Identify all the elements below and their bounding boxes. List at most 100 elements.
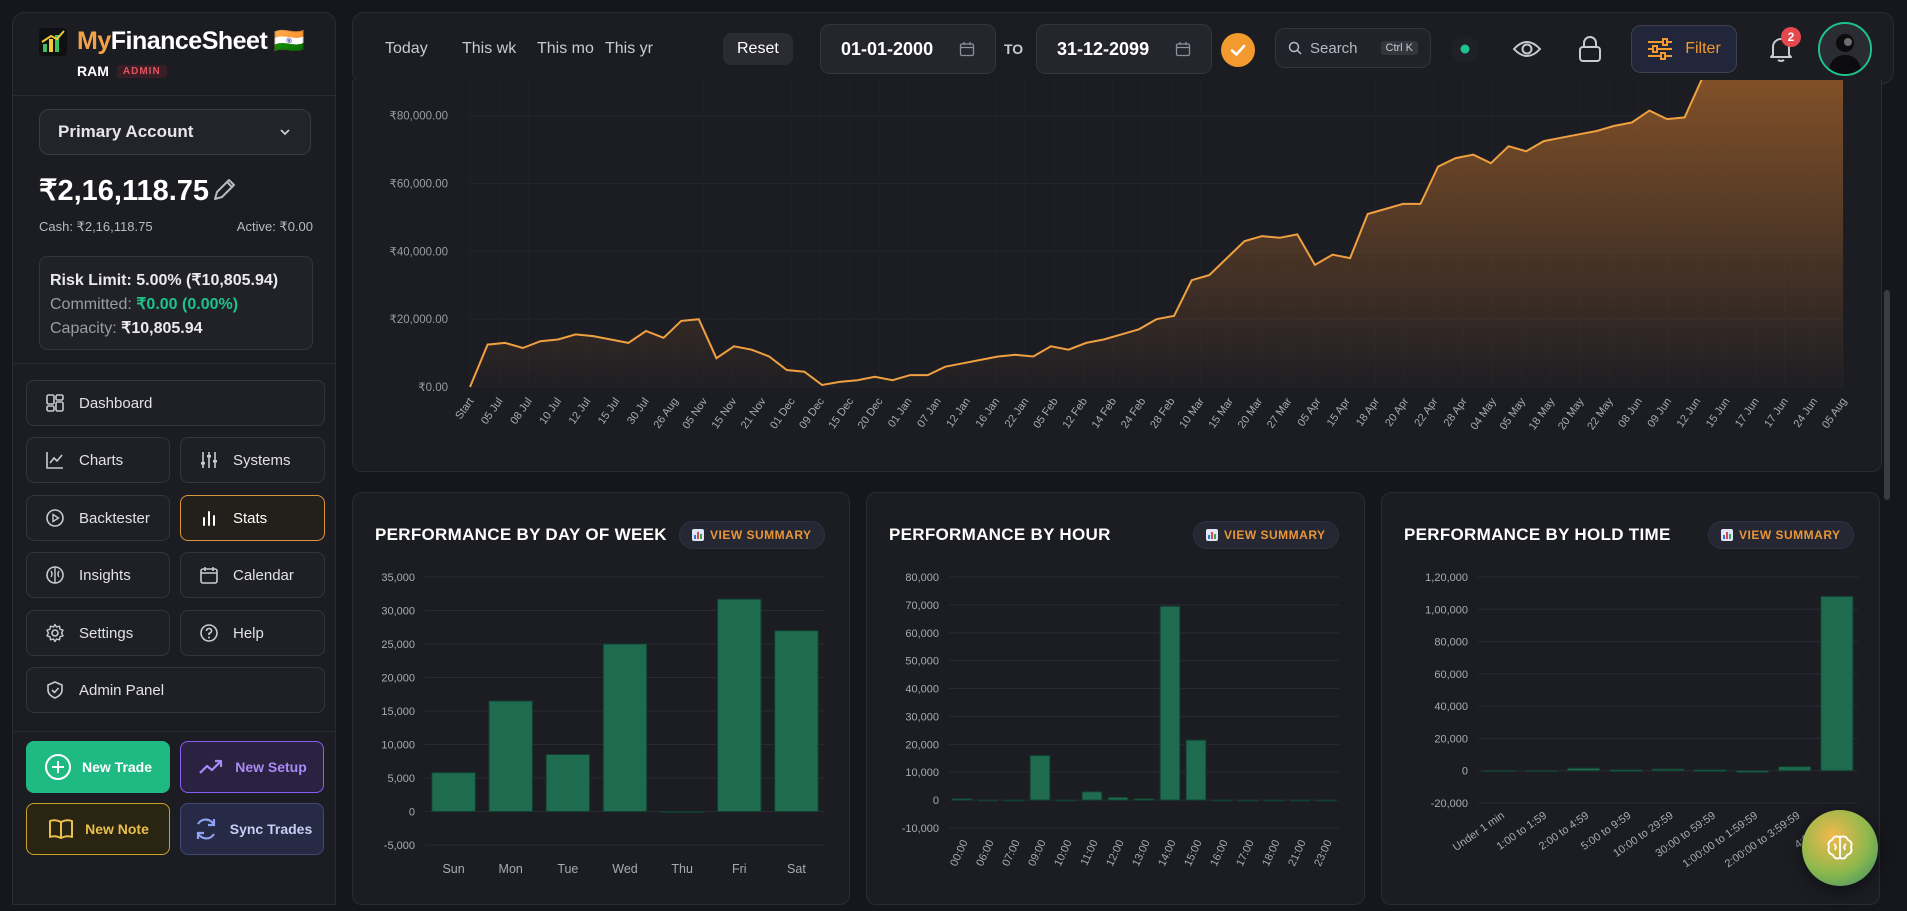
dow-x-tick: Tue bbox=[557, 862, 578, 876]
filter-this-month[interactable]: This mo bbox=[537, 40, 594, 57]
hold-bar bbox=[1735, 770, 1769, 773]
risk-limit: Risk Limit: 5.00% (₹10,805.94) bbox=[50, 272, 279, 289]
dow-panel: PERFORMANCE BY DAY OF WEEK VIEW SUMMARY … bbox=[352, 492, 850, 905]
dow-view-summary-button[interactable]: VIEW SUMMARY bbox=[679, 521, 825, 549]
hour-y-tick: 70,000 bbox=[905, 600, 939, 612]
equity-x-tick: 20 May bbox=[1556, 395, 1587, 432]
equity-x-tick: 14 Feb bbox=[1090, 396, 1119, 431]
apply-date-button[interactable] bbox=[1221, 33, 1255, 67]
filter-button[interactable]: Filter bbox=[1631, 25, 1737, 73]
sync-trades-button[interactable]: Sync Trades bbox=[180, 803, 324, 855]
equity-x-tick: 27 Mar bbox=[1265, 396, 1295, 431]
avatar[interactable] bbox=[1818, 22, 1872, 76]
hold-y-tick: 0 bbox=[1462, 766, 1468, 778]
equity-x-tick: 15 Nov bbox=[710, 395, 740, 431]
hold-bar bbox=[1567, 767, 1601, 772]
status-dot-icon bbox=[1451, 35, 1479, 63]
status-indicator bbox=[1447, 31, 1483, 67]
equity-x-tick: 05 Nov bbox=[680, 395, 710, 431]
trending-up-icon bbox=[199, 759, 223, 774]
equity-x-tick: 12 Jan bbox=[944, 396, 973, 430]
hold-y-tick: 1,20,000 bbox=[1425, 572, 1468, 584]
page-scrollbar[interactable] bbox=[1884, 290, 1890, 500]
nav-systems[interactable]: Systems bbox=[180, 437, 325, 483]
notifications-button[interactable]: 2 bbox=[1763, 27, 1801, 67]
hour-x-tick: 23:00 bbox=[1312, 838, 1335, 868]
date-to-input[interactable]: 31-12-2099 bbox=[1036, 24, 1212, 74]
help-icon bbox=[200, 624, 218, 642]
dow-x-tick: Sat bbox=[787, 862, 806, 876]
nav-settings[interactable]: Settings bbox=[26, 610, 170, 656]
dow-y-tick: 35,000 bbox=[381, 572, 415, 584]
nav-charts[interactable]: Charts bbox=[26, 437, 170, 483]
new-setup-button[interactable]: New Setup bbox=[180, 741, 324, 793]
hold-y-tick: 40,000 bbox=[1434, 701, 1468, 713]
top-bar: Today This wk This mo This yr Reset 01-0… bbox=[352, 12, 1894, 84]
hour-bar bbox=[1029, 754, 1051, 801]
lock-button[interactable] bbox=[1572, 31, 1608, 67]
logo-icon bbox=[39, 27, 67, 56]
equity-x-tick: 05 Aug bbox=[1820, 396, 1849, 431]
lock-icon bbox=[1579, 36, 1601, 62]
hour-x-tick: 15:00 bbox=[1182, 838, 1205, 868]
ai-assistant-button[interactable] bbox=[1802, 810, 1878, 886]
equity-y-tick: ₹60,000.00 bbox=[390, 179, 448, 191]
equity-x-tick: 15 Dec bbox=[826, 395, 856, 431]
account-balance: ₹2,16,118.75 bbox=[39, 175, 210, 207]
eye-icon bbox=[1512, 41, 1542, 57]
hour-x-tick: 18:00 bbox=[1260, 838, 1283, 868]
new-note-button[interactable]: New Note bbox=[26, 803, 170, 855]
hour-y-tick: 80,000 bbox=[905, 572, 939, 584]
chart-emoji-icon bbox=[692, 529, 704, 541]
nav-stats-label: Stats bbox=[233, 509, 268, 527]
new-trade-button[interactable]: New Trade bbox=[26, 741, 170, 793]
hold-title: PERFORMANCE BY HOLD TIME bbox=[1404, 525, 1671, 544]
plus-circle-icon bbox=[44, 754, 71, 780]
hour-view-summary-button[interactable]: VIEW SUMMARY bbox=[1193, 521, 1339, 549]
hold-view-summary-button[interactable]: VIEW SUMMARY bbox=[1708, 521, 1854, 549]
hold-bar bbox=[1524, 770, 1558, 773]
nav-dashboard[interactable]: Dashboard bbox=[26, 380, 325, 426]
equity-x-tick: 20 Apr bbox=[1383, 396, 1411, 429]
visibility-toggle[interactable] bbox=[1509, 31, 1545, 67]
sync-trades-label: Sync Trades bbox=[229, 821, 313, 837]
brand[interactable]: MyFinanceSheet 🇮🇳 bbox=[39, 27, 305, 56]
equity-x-tick: 10 Mar bbox=[1177, 396, 1207, 431]
edit-icon[interactable] bbox=[209, 175, 239, 205]
nav-backtester[interactable]: Backtester bbox=[26, 495, 170, 541]
dow-y-tick: 10,000 bbox=[381, 740, 415, 752]
nav-help[interactable]: Help bbox=[180, 610, 325, 656]
calendar-icon bbox=[959, 42, 975, 57]
nav-admin-panel[interactable]: Admin Panel bbox=[26, 667, 325, 713]
notification-count: 2 bbox=[1781, 27, 1801, 47]
nav-insights[interactable]: Insights bbox=[26, 552, 170, 598]
search-box[interactable]: Search Ctrl K bbox=[1275, 28, 1431, 68]
equity-x-tick: 28 Feb bbox=[1148, 396, 1177, 431]
nav-stats[interactable]: Stats bbox=[180, 495, 325, 541]
equity-x-tick: 17 Jun bbox=[1762, 396, 1791, 430]
equity-line bbox=[469, 80, 1703, 388]
date-from-input[interactable]: 01-01-2000 bbox=[820, 24, 996, 74]
filter-this-year[interactable]: This yr bbox=[605, 40, 653, 57]
nav-backtester-label: Backtester bbox=[79, 509, 150, 527]
calendar-icon bbox=[1175, 42, 1191, 57]
equity-curve-chart: ₹0.00 ₹20,000.00 ₹40,000.00 ₹60,000.00 ₹80,0… bbox=[390, 75, 1849, 432]
filter-today[interactable]: Today bbox=[385, 40, 428, 57]
user-row: RAM ADMIN bbox=[77, 63, 167, 79]
line-chart-icon bbox=[46, 452, 63, 469]
reset-button[interactable]: Reset bbox=[723, 33, 793, 65]
committed-label: Committed: bbox=[50, 296, 137, 313]
filter-this-week[interactable]: This wk bbox=[462, 40, 517, 57]
account-select[interactable]: Primary Account bbox=[39, 109, 311, 155]
to-label: TO bbox=[1004, 41, 1024, 57]
equity-x-tick: 16 Jan bbox=[974, 396, 1003, 430]
nav-calendar[interactable]: Calendar bbox=[180, 552, 325, 598]
hour-bar bbox=[1081, 791, 1103, 801]
capacity-value: ₹10,805.94 bbox=[121, 320, 203, 337]
equity-x-tick: 09 Dec bbox=[797, 395, 827, 431]
role-badge: ADMIN bbox=[116, 64, 167, 78]
chart-emoji-icon bbox=[1721, 529, 1733, 541]
equity-x-tick: Start bbox=[453, 396, 476, 422]
dow-bar bbox=[774, 630, 819, 812]
dow-view-summary-label: VIEW SUMMARY bbox=[710, 528, 812, 542]
